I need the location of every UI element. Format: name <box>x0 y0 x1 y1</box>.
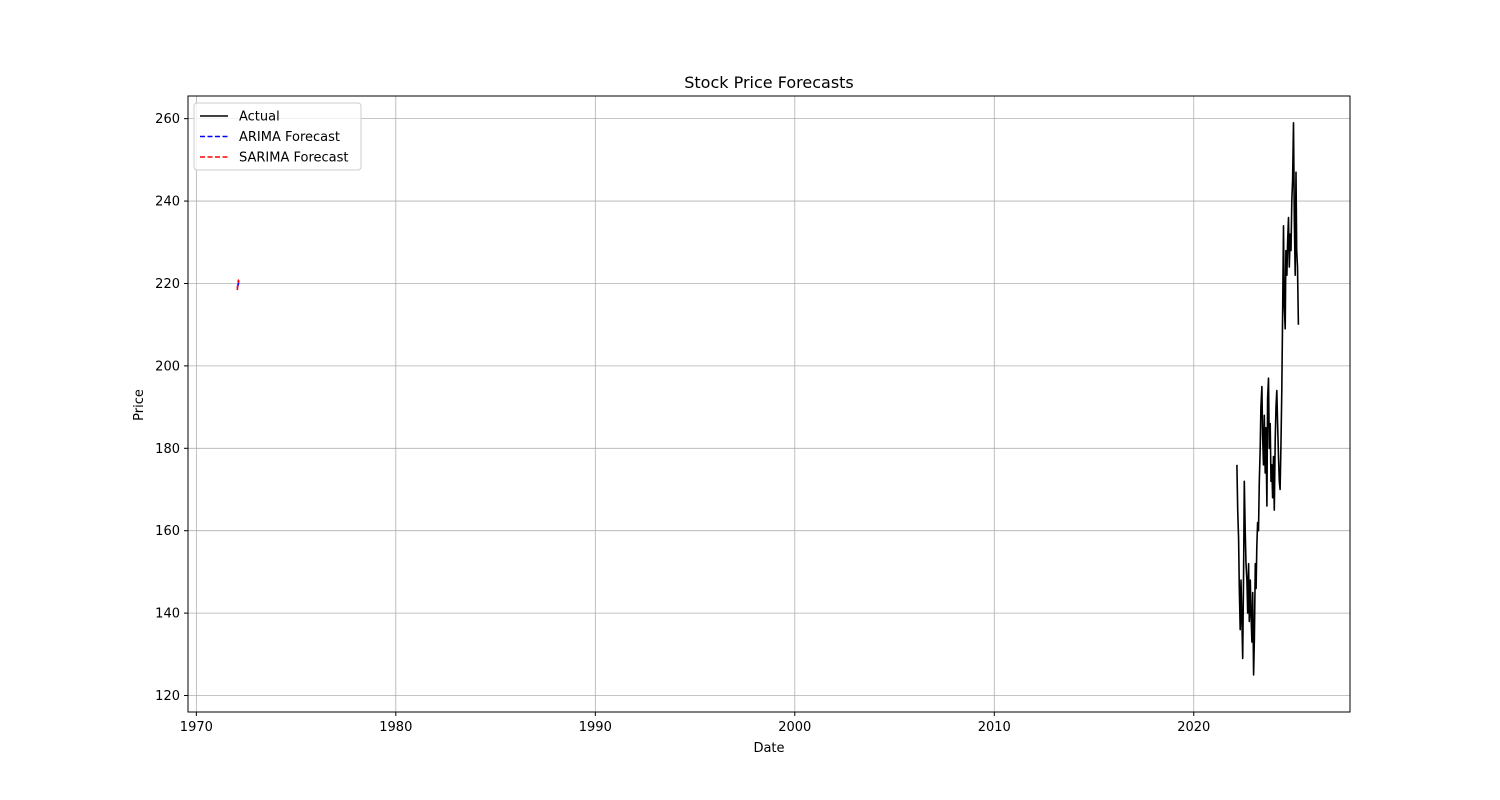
y-tick-label: 120 <box>155 689 180 704</box>
x-tick-label: 2020 <box>1177 720 1210 735</box>
legend-label: SARIMA Forecast <box>239 151 349 166</box>
y-tick-label: 180 <box>155 442 180 457</box>
y-tick-label: 160 <box>155 524 180 539</box>
y-axis-label: Price <box>132 389 147 421</box>
x-axis-label: Date <box>753 741 784 756</box>
legend-label: ARIMA Forecast <box>239 130 340 145</box>
x-tick-label: 1970 <box>180 720 213 735</box>
y-axis: 120 140 160 180 200 220 240 260 <box>155 112 188 704</box>
legend-label: Actual <box>239 110 280 125</box>
legend: Actual ARIMA Forecast SARIMA Forecast <box>193 102 362 171</box>
y-tick-label: 240 <box>155 195 180 210</box>
y-tick-label: 140 <box>155 607 180 622</box>
plot-frame <box>187 95 1351 713</box>
series-line-0 <box>1236 122 1300 676</box>
x-tick-label: 2010 <box>978 720 1011 735</box>
y-tick-label: 200 <box>155 359 180 374</box>
legend-box <box>193 102 362 171</box>
series-layer <box>236 122 1300 676</box>
y-tick-label: 220 <box>155 277 180 292</box>
x-tick-label: 1980 <box>379 720 412 735</box>
legend-items: Actual ARIMA Forecast SARIMA Forecast <box>200 110 349 166</box>
x-tick-label: 2000 <box>778 720 811 735</box>
chart-title: Stock Price Forecasts <box>684 73 854 92</box>
x-tick-label: 1990 <box>579 720 612 735</box>
series-line-2 <box>236 279 240 291</box>
y-tick-label: 260 <box>155 112 180 127</box>
grid-layer <box>188 96 1350 712</box>
x-axis: 1970 1980 1990 2000 2010 2020 <box>180 712 1210 735</box>
